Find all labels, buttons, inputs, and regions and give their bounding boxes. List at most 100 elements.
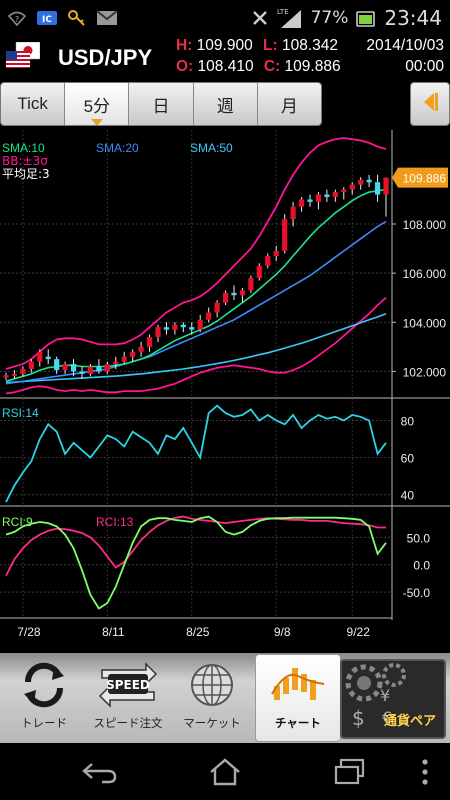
candle-body [248,278,254,291]
tab-day-label: 日 [152,96,170,116]
toolbar-trade[interactable]: トレード [2,655,86,741]
legend-rsi: RSI:14 [2,406,39,420]
rsi-tick-label: 60 [401,452,415,466]
sma10-line [5,188,387,383]
candle-body [37,351,43,362]
candle-body [70,364,77,372]
candle-body [332,192,338,197]
svg-text:¥: ¥ [380,686,390,705]
toolbar-speed-order[interactable]: SPEED スピード注文 [86,655,170,741]
rci-tick-label: -50.0 [403,586,431,600]
home-icon[interactable] [205,755,245,789]
tab-tick[interactable]: Tick [1,83,66,125]
legend-bb: BB:±3σ [2,154,48,168]
date-tick-label: 8/25 [186,625,210,639]
quote-row-open-close: O: 108.410 C: 109.886 [176,58,341,76]
candle-body [172,324,178,330]
price-tick-label: 108.000 [403,218,447,232]
candle-body [206,312,212,320]
candle-body [138,346,144,352]
candle-body [341,189,347,193]
chart-area[interactable]: 7/28 8/11 8/25 9/8 9/22 108.000 106.000 104.000… [0,130,450,652]
bottom-toolbar: トレード SPEED スピード注文 マーケット [0,653,450,743]
candle-body [298,199,305,207]
candle-body [180,324,186,328]
date-tick-label: 8/11 [102,625,125,639]
back-icon[interactable] [80,755,120,789]
candle-body [265,255,271,266]
date-tick-label: 9/22 [347,625,371,639]
rsi-tick-label: 80 [401,415,415,429]
trade-arrows-icon [14,659,74,711]
candle-body [366,179,372,183]
selected-caret-icon [90,119,103,125]
more-icon[interactable] [410,755,440,789]
candle-body [79,371,85,374]
candle-body [222,292,229,303]
date-tick-label: 7/28 [17,625,41,639]
low-value: 108.342 [281,37,338,54]
legend-sma10: SMA:10 [2,141,45,155]
key-icon [68,9,86,27]
tab-5min[interactable]: 5分 [65,83,130,125]
candle-body [239,290,246,296]
us-jp-flag-icon[interactable] [6,41,41,72]
quote-header: USD/JPY H: 109.900 L: 108.342 O: 108.410… [0,36,450,80]
rsi-line [5,404,387,503]
recent-apps-icon[interactable] [330,755,370,789]
chart-svg[interactable]: 7/28 8/11 8/25 9/8 9/22 108.000 106.000 104.000… [0,130,450,652]
legend-sma50: SMA:50 [190,141,233,155]
low-key: L: [263,37,278,54]
svg-text:$: $ [352,706,365,730]
toolbar-market[interactable]: マーケット [170,655,254,741]
lte-signal-icon: LTE [277,8,303,28]
collapse-button[interactable] [410,82,450,126]
status-bar: ? IC LTE 77% 23:44 [0,0,450,36]
svg-text:SPEED: SPEED [106,678,150,692]
candle-body [146,337,153,347]
candle-body [113,361,119,365]
timeframe-segment: Tick 5分 日 週 月 [0,82,322,126]
candle-body [87,366,94,374]
candle-body [3,375,9,378]
ic-card-icon: IC [36,9,58,27]
rci-tick-label: 50.0 [407,531,431,545]
currency-pair-label: USD/JPY [58,45,153,70]
battery-icon [356,9,376,27]
tab-day[interactable]: 日 [129,83,194,125]
toolbar-chart[interactable]: チャート [256,655,340,741]
legend-sma20: SMA:20 [96,141,139,155]
candle-body [130,351,136,357]
system-nav-bar [0,743,450,800]
tab-week[interactable]: 週 [193,83,258,125]
tab-5min-label: 5分 [83,96,111,116]
svg-text:€: € [382,708,392,727]
legend-candle: 平均足:3 [2,167,50,181]
toolbar-currency-pair[interactable]: $ ¥ € 通貨ペア [340,659,446,739]
open-key: O: [176,58,194,75]
toolbar-speed-order-label: スピード注文 [93,716,163,730]
candle-body [282,219,288,252]
bb-lower-line [5,297,387,395]
candle-body [307,199,313,202]
candle-body [383,177,389,195]
candle-body [214,302,220,313]
tab-month[interactable]: 月 [257,83,321,125]
candle-body [28,361,34,369]
globe-icon [182,659,242,711]
wifi-question-icon: ? [8,9,26,27]
gmail-icon [96,9,118,27]
date-tick-label: 9/8 [274,625,291,639]
candle-body [96,366,102,372]
speed-order-icon: SPEED [98,659,158,711]
quote-time: 00:00 [405,58,444,75]
candle-body [358,179,364,185]
rci9-line [5,515,387,610]
chart-icon [268,659,328,711]
toolbar-trade-label: トレード [21,716,67,730]
candle-body [20,368,26,374]
toolbar-currency-pair-label: 通貨ペア [383,714,436,729]
tab-tick-label: Tick [17,94,48,113]
rci-tick-label: 0.0 [413,559,430,573]
candle-body [324,194,330,197]
